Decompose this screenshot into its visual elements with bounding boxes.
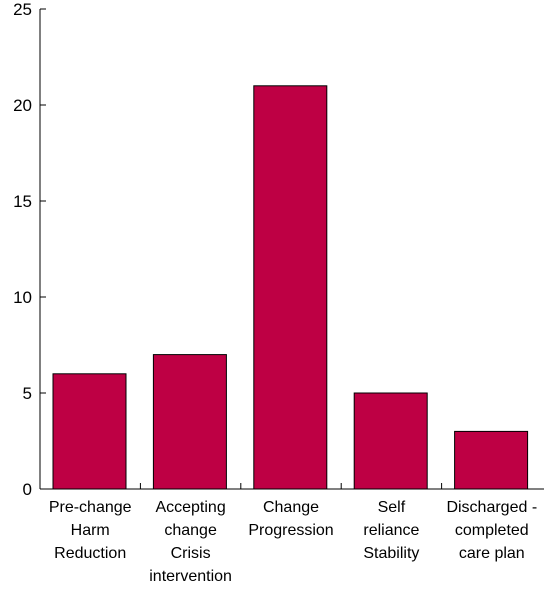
category-label-line: Crisis xyxy=(171,545,211,562)
bars-layer xyxy=(52,85,529,490)
category-label-line: reliance xyxy=(363,522,419,539)
category-label: Self reliance Stability xyxy=(363,499,419,562)
bar xyxy=(52,373,127,490)
category-label-line: Stability xyxy=(363,545,419,562)
category-label-line: completed xyxy=(455,522,529,539)
y-tick-label: 25 xyxy=(13,0,32,19)
y-tick-label: 20 xyxy=(13,96,32,115)
category-label-line: intervention xyxy=(149,568,232,585)
x-labels-layer: Pre-change Harm Reduction Accepting change Cr… xyxy=(49,499,537,585)
axes-layer xyxy=(39,9,544,490)
category-label: Accepting change Crisis intervention xyxy=(149,499,232,585)
category-label-line: care plan xyxy=(459,545,525,562)
category-label-line: Accepting xyxy=(155,499,225,516)
y-tick-label: 15 xyxy=(13,192,32,211)
category-label-line: Progression xyxy=(248,522,333,539)
category-label: Pre-change Harm Reduction xyxy=(49,499,132,562)
y-tick-label: 10 xyxy=(13,288,32,307)
bar xyxy=(253,85,328,490)
y-ticks-layer: 0 5 10 15 20 25 xyxy=(13,0,443,499)
bar xyxy=(454,430,529,490)
category-label-line: Self xyxy=(378,499,406,516)
category-label-line: Discharged - xyxy=(446,499,537,516)
bar xyxy=(353,392,428,490)
bar xyxy=(152,354,227,490)
y-tick-label: 5 xyxy=(23,384,32,403)
category-label-line: Pre-change xyxy=(49,499,132,516)
y-tick-label: 0 xyxy=(23,480,32,499)
category-label-line: Change xyxy=(263,499,319,516)
category-label: Discharged - completed care plan xyxy=(446,499,537,562)
category-label: Change Progression xyxy=(248,499,333,539)
category-label-line: change xyxy=(164,522,217,539)
category-label-line: Harm xyxy=(71,522,110,539)
category-label-line: Reduction xyxy=(54,545,126,562)
